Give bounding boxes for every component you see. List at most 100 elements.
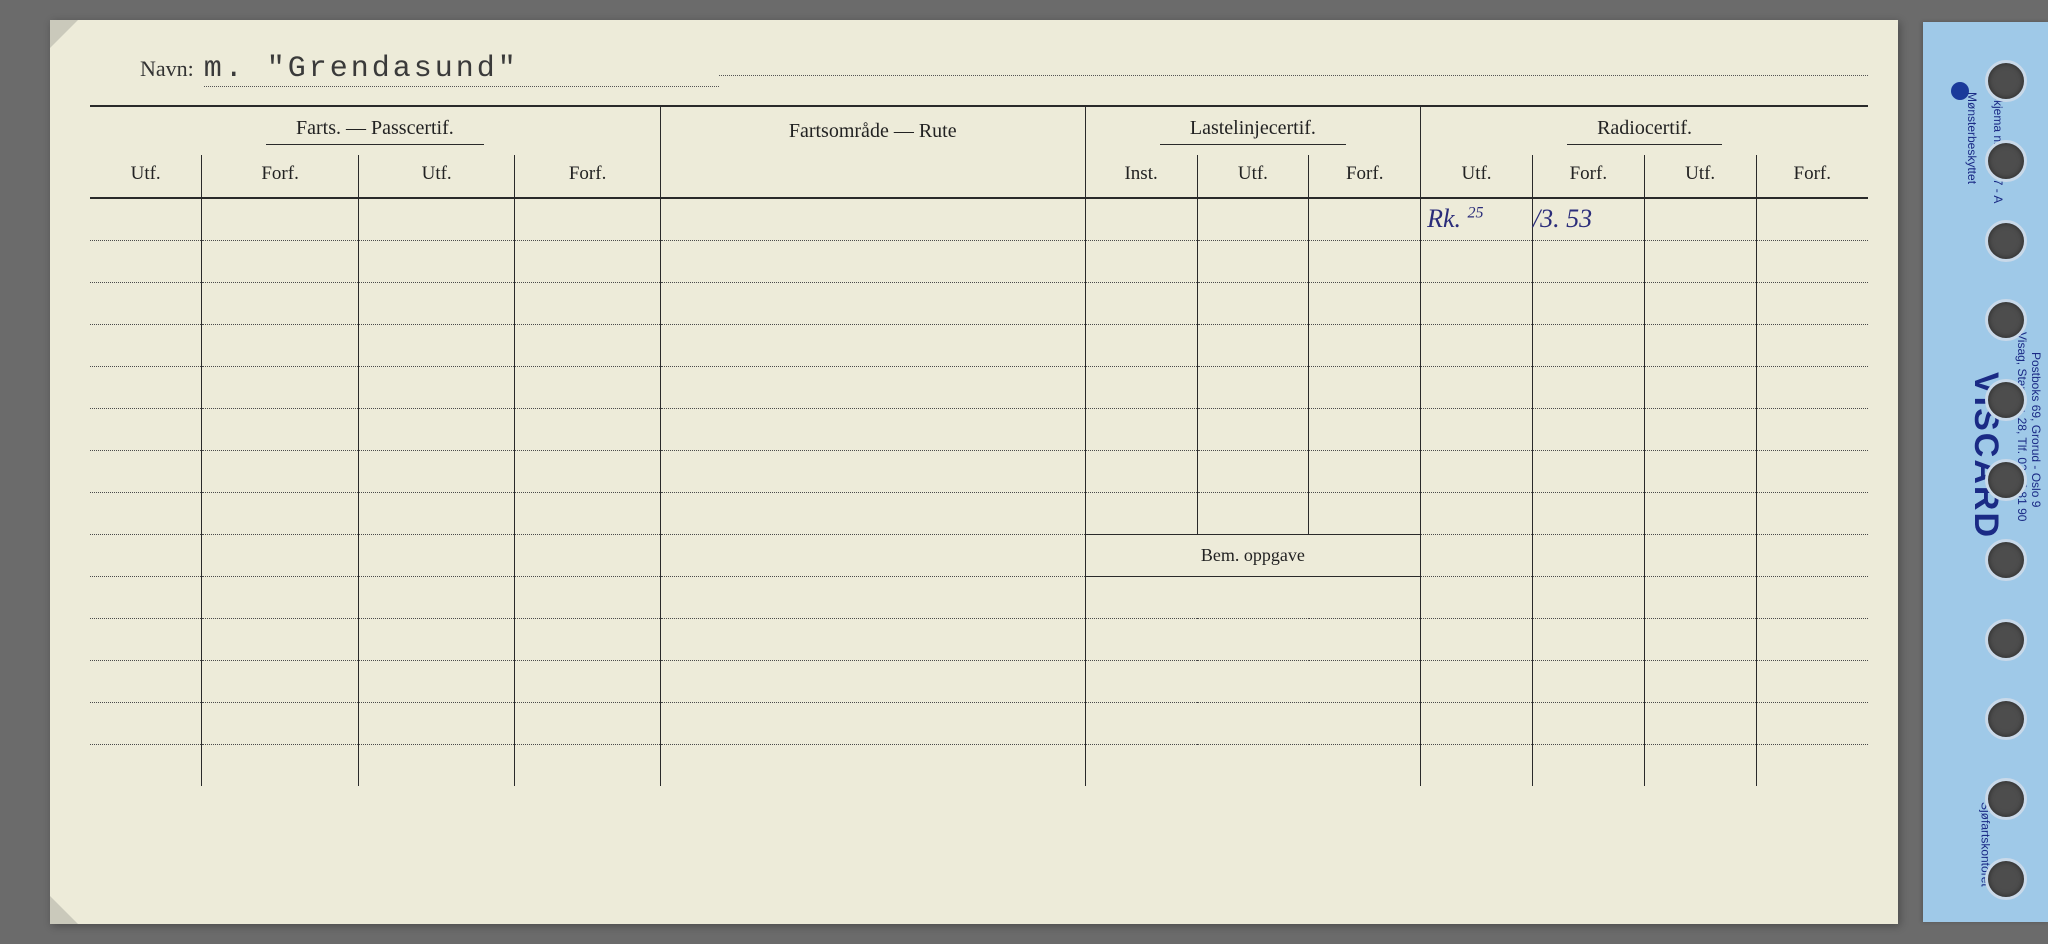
name-dotted-line (719, 60, 1868, 76)
cell (515, 660, 660, 702)
header-lastelinje: Lastelinjecertif. (1085, 106, 1420, 155)
cell-farts-utf2 (358, 282, 515, 324)
table-row (90, 324, 1868, 366)
punch-hole (1985, 140, 2027, 182)
cell (515, 618, 660, 660)
cell-last-forf (1309, 324, 1421, 366)
cell-farts-forf2 (515, 408, 660, 450)
punch-hole (1985, 698, 2027, 740)
cell-inst (1085, 492, 1197, 534)
punch-hole (1985, 539, 2027, 581)
cell (1197, 702, 1309, 744)
cell (90, 744, 202, 786)
cell (90, 618, 202, 660)
sub-forf-1: Forf. (202, 155, 359, 198)
cell (515, 576, 660, 618)
cell-radio-forf2 (1756, 492, 1868, 534)
cell-radio-utf (1421, 450, 1533, 492)
cell-last-forf (1309, 450, 1421, 492)
cell (1756, 618, 1868, 660)
cell-rute (660, 198, 1085, 240)
table-row (90, 408, 1868, 450)
table-row (90, 450, 1868, 492)
cell-rute (660, 240, 1085, 282)
cell-farts-forf2 (515, 366, 660, 408)
header-radio: Radiocertif. (1421, 106, 1868, 155)
punch-hole (1985, 379, 2027, 421)
cell-farts-forf1 (202, 282, 359, 324)
cell-radio-forf (1532, 240, 1644, 282)
cell-rute (660, 282, 1085, 324)
grid-body: Rk. 25/3. 53Bem. oppgave (90, 198, 1868, 786)
cell (1197, 576, 1309, 618)
cell (1532, 534, 1644, 576)
punch-hole (1985, 299, 2027, 341)
cell-last-utf (1197, 282, 1309, 324)
cell-farts-utf2 (358, 408, 515, 450)
cell-farts-utf2 (358, 198, 515, 240)
cell-farts-forf1 (202, 240, 359, 282)
cell (358, 702, 515, 744)
cell (515, 702, 660, 744)
punch-hole (1985, 619, 2027, 661)
cell-inst (1085, 240, 1197, 282)
table-row (90, 240, 1868, 282)
cell-last-forf (1309, 366, 1421, 408)
cell (1421, 660, 1533, 702)
cell (1532, 618, 1644, 660)
cell-rute (660, 408, 1085, 450)
cell-radio-utf2 (1644, 324, 1756, 366)
cell (1197, 618, 1309, 660)
sub-utf-5: Utf. (1644, 155, 1756, 198)
cell-radio-utf (1421, 492, 1533, 534)
cell (90, 534, 202, 576)
cell (1085, 660, 1197, 702)
cell-radio-utf2 (1644, 240, 1756, 282)
sub-rute-blank (660, 155, 1085, 198)
cell (1421, 534, 1533, 576)
cell (1309, 702, 1421, 744)
cell (1085, 702, 1197, 744)
cell-last-forf (1309, 492, 1421, 534)
cell-last-forf (1309, 282, 1421, 324)
punch-holes (1976, 40, 2036, 920)
punch-hole (1985, 459, 2027, 501)
cell (202, 660, 359, 702)
cell-inst (1085, 366, 1197, 408)
cell-rute (660, 366, 1085, 408)
cell-farts-utf2 (358, 450, 515, 492)
cell-radio-utf (1421, 408, 1533, 450)
cell (202, 534, 359, 576)
cell-radio-utf2 (1644, 492, 1756, 534)
punch-hole (1985, 60, 2027, 102)
cell (1644, 618, 1756, 660)
name-value: m. "Grendasund" (204, 52, 719, 87)
cell-last-utf (1197, 324, 1309, 366)
card-surface: Navn: m. "Grendasund" Farts. — Passcerti… (50, 20, 1898, 924)
cell-farts-forf2 (515, 240, 660, 282)
cell-radio-forf2 (1756, 366, 1868, 408)
cell-radio-forf (1532, 450, 1644, 492)
cell-farts-forf1 (202, 324, 359, 366)
cell-inst (1085, 324, 1197, 366)
cell (660, 702, 1085, 744)
cell-rute (660, 450, 1085, 492)
cell-farts-forf1 (202, 450, 359, 492)
cell-radio-utf2 (1644, 450, 1756, 492)
cell-farts-utf1 (90, 492, 202, 534)
cell (1756, 576, 1868, 618)
cell-farts-forf2 (515, 492, 660, 534)
table-row (90, 366, 1868, 408)
cell-radio-forf2 (1756, 198, 1868, 240)
cell-radio-utf2 (1644, 408, 1756, 450)
cell-radio-forf2 (1756, 282, 1868, 324)
header-farts-pass: Farts. — Passcertif. (90, 106, 660, 155)
table-row (90, 702, 1868, 744)
cell (660, 618, 1085, 660)
table-row (90, 576, 1868, 618)
table-row (90, 660, 1868, 702)
group-header-row: Farts. — Passcertif. Fartsområde — Rute … (90, 106, 1868, 155)
bem-oppgave-label: Bem. oppgave (1085, 534, 1420, 576)
cell (1197, 660, 1309, 702)
cell-farts-utf1 (90, 198, 202, 240)
